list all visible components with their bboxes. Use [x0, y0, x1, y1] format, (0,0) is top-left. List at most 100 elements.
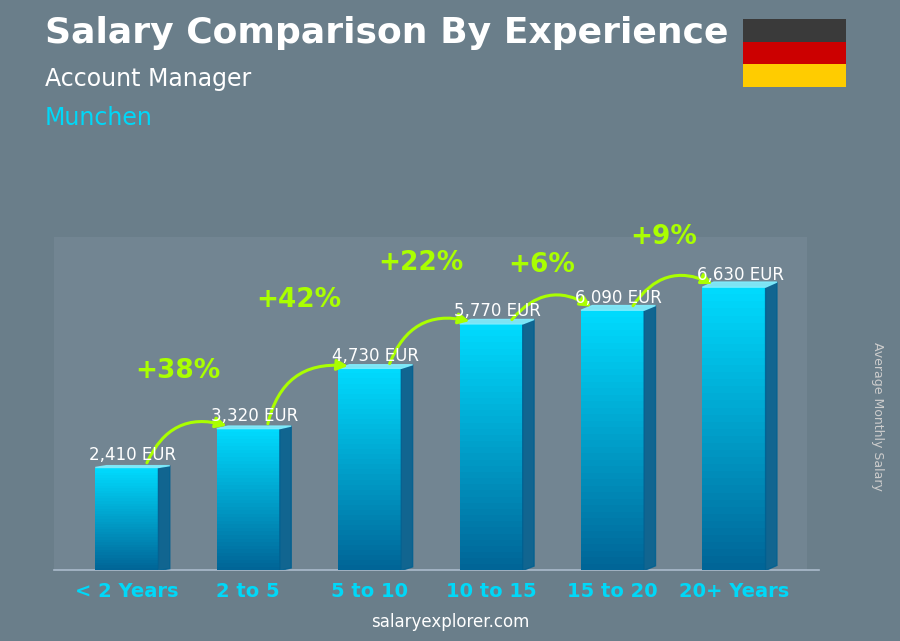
Bar [95, 488, 158, 490]
Bar [702, 556, 766, 563]
Bar [460, 533, 523, 540]
Bar [217, 538, 280, 542]
Bar [95, 485, 158, 488]
Bar [338, 388, 401, 394]
Bar [338, 479, 401, 485]
Text: Average Monthly Salary: Average Monthly Salary [871, 342, 884, 491]
Bar [95, 496, 158, 499]
Bar [95, 475, 158, 478]
Polygon shape [401, 365, 413, 570]
Bar [581, 362, 644, 369]
Bar [702, 471, 766, 478]
Bar [702, 528, 766, 535]
Text: +6%: +6% [508, 252, 576, 278]
Text: 6,090 EUR: 6,090 EUR [575, 289, 662, 307]
Bar [95, 470, 158, 472]
Bar [95, 504, 158, 506]
Bar [338, 419, 401, 424]
Bar [338, 474, 401, 479]
Bar [460, 354, 523, 361]
Bar [338, 383, 401, 388]
Text: +22%: +22% [378, 250, 464, 276]
Bar [581, 486, 644, 492]
Text: 6,630 EUR: 6,630 EUR [697, 266, 784, 284]
Bar [581, 382, 644, 388]
Bar [460, 552, 523, 558]
Bar [581, 421, 644, 428]
Bar [217, 510, 280, 513]
Text: +38%: +38% [135, 358, 220, 383]
Bar [95, 494, 158, 496]
Bar [460, 435, 523, 441]
Bar [460, 330, 523, 337]
Bar [702, 358, 766, 365]
Bar [702, 408, 766, 415]
Bar [217, 556, 280, 560]
Bar [702, 500, 766, 507]
Bar [95, 550, 158, 553]
Bar [95, 519, 158, 522]
Text: Munchen: Munchen [45, 106, 153, 129]
Bar [460, 509, 523, 515]
Bar [217, 468, 280, 471]
Polygon shape [702, 282, 777, 287]
Bar [460, 379, 523, 386]
Bar [702, 301, 766, 308]
Bar [742, 42, 846, 64]
Bar [338, 424, 401, 429]
Bar [460, 515, 523, 521]
Bar [460, 484, 523, 490]
Bar [217, 524, 280, 528]
Bar [460, 460, 523, 466]
Bar [338, 399, 401, 404]
Bar [581, 492, 644, 499]
Bar [702, 514, 766, 521]
Bar [217, 517, 280, 521]
Bar [581, 401, 644, 408]
Bar [338, 545, 401, 550]
Bar [217, 457, 280, 460]
Bar [338, 500, 401, 505]
Bar [338, 490, 401, 495]
Bar [95, 545, 158, 547]
Bar [338, 434, 401, 439]
Bar [338, 495, 401, 500]
Polygon shape [523, 319, 534, 570]
Bar [702, 443, 766, 450]
Text: 5,770 EUR: 5,770 EUR [454, 303, 541, 320]
Bar [95, 522, 158, 524]
Bar [581, 329, 644, 337]
Bar [702, 507, 766, 514]
Bar [95, 480, 158, 483]
Bar [217, 528, 280, 531]
Bar [460, 422, 523, 429]
Polygon shape [95, 465, 170, 467]
Bar [581, 317, 644, 323]
Bar [217, 531, 280, 535]
Bar [338, 404, 401, 409]
Bar [581, 544, 644, 551]
Bar [460, 490, 523, 497]
Bar [581, 564, 644, 570]
Bar [95, 535, 158, 537]
Bar [581, 349, 644, 356]
Bar [338, 454, 401, 460]
Bar [702, 563, 766, 570]
Bar [217, 549, 280, 553]
Bar [581, 460, 644, 467]
Bar [95, 472, 158, 475]
Bar [581, 337, 644, 343]
Bar [217, 503, 280, 506]
Bar [217, 432, 280, 436]
Bar [460, 546, 523, 552]
Bar [581, 395, 644, 401]
Bar [95, 478, 158, 480]
Bar [338, 444, 401, 449]
Polygon shape [581, 306, 655, 310]
Bar [95, 547, 158, 550]
Bar [95, 563, 158, 565]
Bar [95, 532, 158, 535]
Bar [460, 373, 523, 379]
Bar [581, 369, 644, 375]
Bar [217, 436, 280, 439]
